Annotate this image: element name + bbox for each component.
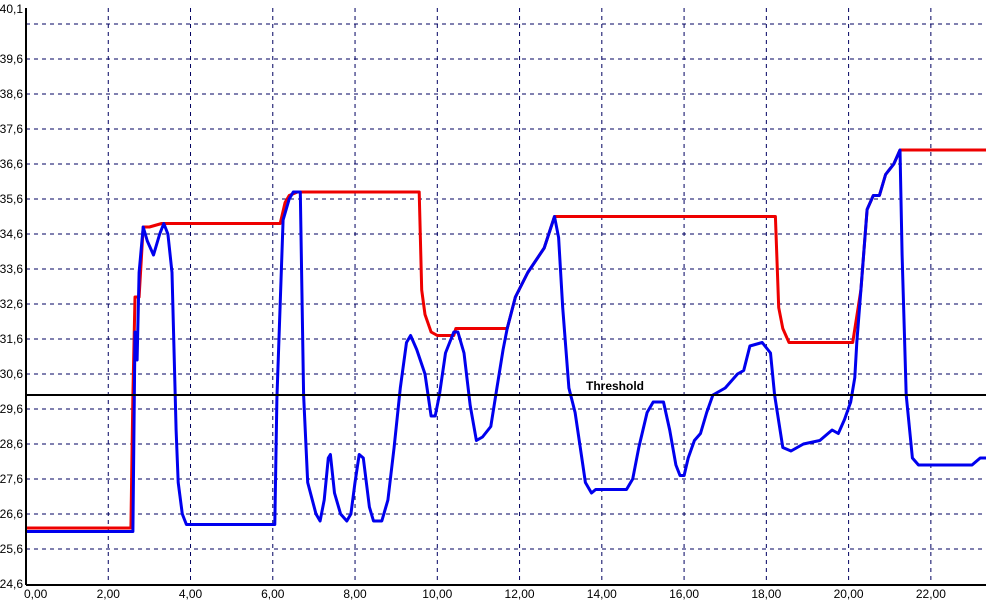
y-tick-label: 26,6: [0, 507, 23, 521]
x-tick-label: 14,00: [587, 587, 617, 601]
series-group: [26, 148, 986, 533]
y-tick-label: 32,6: [0, 297, 23, 311]
y-tick-label: 34,6: [0, 227, 23, 241]
x-tick-label: 12,00: [505, 587, 535, 601]
tick-labels: 0,00 2,00 4,00 6,00 8,00 10,00 12,00 14,00 16,00…: [0, 52, 946, 601]
x-tick-label: 10,00: [422, 587, 452, 601]
y-tick-label: 39,6: [0, 52, 23, 66]
y-tick-label: 38,6: [0, 87, 23, 101]
x-tick-label: 0,00: [24, 587, 48, 601]
y-tick-label: 24,6: [0, 577, 23, 591]
y-tick-label: 29,6: [0, 402, 23, 416]
x-tick-label: 16,00: [669, 587, 699, 601]
axes: 40,1: [0, 2, 986, 586]
y-tick-label: 30,6: [0, 367, 23, 381]
y-tick-label: 27,6: [0, 472, 23, 486]
grid: [26, 8, 986, 585]
x-tick-label: 6,00: [261, 587, 285, 601]
y-tick-label: 35,6: [0, 192, 23, 206]
threshold-group: Threshold: [26, 379, 986, 396]
x-tick-label: 2,00: [97, 587, 121, 601]
y-tick-label: 28,6: [0, 437, 23, 451]
x-tick-label: 4,00: [179, 587, 203, 601]
y-tick-label: 37,6: [0, 122, 23, 136]
threshold-label: Threshold: [586, 379, 644, 393]
y-tick-label: 31,6: [0, 332, 23, 346]
y-tick-label: 33,6: [0, 262, 23, 276]
y-tick-label: 25,6: [0, 542, 23, 556]
x-tick-label: 22,00: [916, 587, 946, 601]
x-tick-label: 18,00: [751, 587, 781, 601]
x-tick-label: 8,00: [343, 587, 367, 601]
x-tick-label: 20,00: [834, 587, 864, 601]
y-max-label: 40,1: [0, 2, 23, 16]
blue-series-line: [26, 148, 986, 533]
y-tick-label: 36,6: [0, 157, 23, 171]
